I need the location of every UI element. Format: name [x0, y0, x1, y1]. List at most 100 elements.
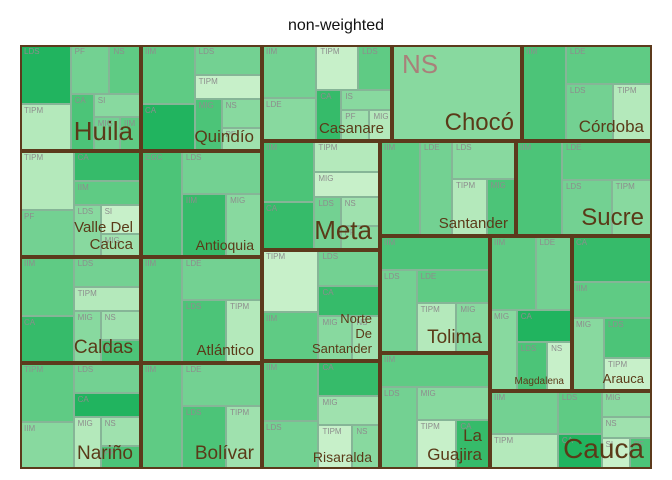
cell-label: LDE: [185, 259, 202, 268]
group-label: Valle Del Cauca: [74, 218, 133, 253]
group-label: Atlántico: [196, 341, 254, 359]
cell-label: LDS: [77, 259, 94, 268]
cell-label: TIPM: [615, 181, 635, 191]
cell-label: TIPM: [494, 436, 514, 446]
treemap-group[interactable]: Chocó: [392, 45, 522, 141]
treemap: LDS TIPM PF NS CA SI MIG IIM Huila IIM CA LDS TIPM MI…: [20, 45, 652, 469]
cell-label: IIM: [185, 196, 197, 206]
group-label: Caldas: [73, 337, 133, 359]
cell-label: MIG: [198, 101, 214, 111]
cell-label: SI: [104, 207, 113, 217]
treemap-cell: IIM: [490, 391, 558, 435]
cell-label: CA: [77, 395, 89, 405]
cell-label: LDS: [77, 207, 94, 217]
cell-label: SI: [605, 439, 614, 449]
treemap-group[interactable]: Nariño: [20, 363, 141, 469]
treemap-cell: TIPM: [611, 179, 652, 236]
chart-title: non-weighted: [287, 17, 385, 34]
treemap-cell: LDE: [420, 141, 452, 236]
treemap-group[interactable]: Atlántico: [141, 257, 262, 363]
treemap-group[interactable]: Norte De Santander: [262, 250, 380, 361]
treemap-group[interactable]: La Guajira: [380, 353, 490, 469]
treemap-group[interactable]: Arauca: [572, 236, 652, 391]
treemap-cell: TIPM: [73, 287, 141, 312]
treemap-group[interactable]: Valle Del Cauca: [20, 151, 141, 257]
treemap-group[interactable]: Magdalena: [490, 236, 572, 391]
cell-label: TIPM: [24, 365, 44, 374]
cell-label: MIG: [97, 118, 113, 128]
treemap-group[interactable]: Córdoba: [522, 45, 652, 141]
treemap-group[interactable]: Santander: [380, 141, 516, 236]
cell-label: TIPM: [456, 181, 476, 190]
treemap-cell: IIM: [380, 236, 490, 271]
cell-label: LDS: [185, 153, 202, 162]
cell-label: TIPM: [24, 153, 44, 162]
group-label: Risaralda: [312, 448, 372, 465]
group-label: Arauca: [602, 371, 644, 387]
cell-label: IIM: [576, 283, 588, 293]
treemap-group[interactable]: Huila: [20, 45, 141, 151]
treemap-cell: CA: [141, 103, 195, 151]
treemap-cell: TIPM: [490, 434, 558, 469]
cell-label: NS: [605, 418, 617, 428]
cell-label: IIM: [494, 238, 506, 247]
group-label: Huila: [73, 116, 133, 147]
treemap-cell: LDS: [314, 196, 341, 250]
cell-label: MIG: [494, 312, 510, 322]
group-label: Sucre: [581, 204, 644, 232]
treemap-cell: TIPM: [613, 84, 652, 141]
cell-label: IS: [345, 91, 353, 101]
group-label: Casanare: [318, 119, 384, 137]
cell-label: TIPM: [322, 426, 342, 436]
treemap-cell: PF: [340, 225, 380, 250]
group-label: Antioquia: [195, 236, 254, 253]
treemap-cell: MIG: [318, 396, 380, 425]
cell-label: MIG: [460, 305, 476, 315]
cell-label: CA: [322, 288, 334, 298]
group-label: Tolima: [427, 327, 482, 349]
treemap-cell: IIM: [141, 363, 182, 469]
treemap-cell: LDS: [557, 391, 602, 435]
treemap-cell: TIPM: [416, 419, 457, 469]
cell-label: LDS: [456, 143, 472, 152]
cell-label: CA: [145, 105, 157, 115]
treemap-cell: LDS: [561, 179, 612, 236]
cell-label: TIPM: [24, 105, 44, 115]
cell-label: IIM: [24, 259, 36, 268]
cell-label: PF: [74, 47, 85, 56]
treemap-cell: CA: [318, 286, 380, 316]
treemap-group[interactable]: Meta: [262, 141, 380, 250]
cell-label: CA: [266, 203, 278, 213]
cell-label: PF: [24, 211, 35, 221]
treemap-cell: MIG: [416, 387, 490, 420]
cell-label: CA: [460, 421, 472, 431]
cell-label: MIG: [420, 389, 436, 399]
treemap-cell: LDS: [380, 387, 417, 469]
cell-label: TIPM: [617, 86, 637, 96]
treemap-cell: SI: [100, 205, 141, 234]
cell-label: CA: [576, 238, 588, 247]
treemap-group[interactable]: Casanare: [262, 45, 392, 141]
treemap-group[interactable]: Cauca: [490, 391, 652, 469]
cell-label: CA: [322, 363, 334, 372]
cell-label: IIM: [520, 143, 532, 152]
treemap-cell: TIPM: [20, 151, 74, 210]
treemap-group[interactable]: Bolívar: [141, 363, 262, 469]
treemap-group[interactable]: Caldas: [20, 257, 141, 363]
treemap-group[interactable]: Risaralda: [262, 361, 380, 469]
treemap-group[interactable]: Antioquia: [141, 151, 262, 257]
cell-label: LDE: [539, 238, 556, 247]
treemap-cell: IIM: [262, 45, 317, 99]
cell-label: MIG: [576, 320, 592, 330]
group-label: Bolívar: [194, 443, 254, 465]
cell-label: LDS: [318, 198, 334, 208]
treemap-cell: LDE: [181, 257, 262, 301]
cell-label: MIG: [318, 173, 334, 183]
group-label: Chocó: [444, 109, 514, 137]
treemap-group[interactable]: Sucre: [516, 141, 652, 236]
treemap-group[interactable]: Tolima: [380, 236, 490, 353]
cell-label: TIPM: [608, 359, 628, 369]
treemap-group[interactable]: Quindío: [141, 45, 262, 151]
cell-label: NS: [104, 313, 116, 323]
cell-label: IIM: [526, 47, 538, 56]
